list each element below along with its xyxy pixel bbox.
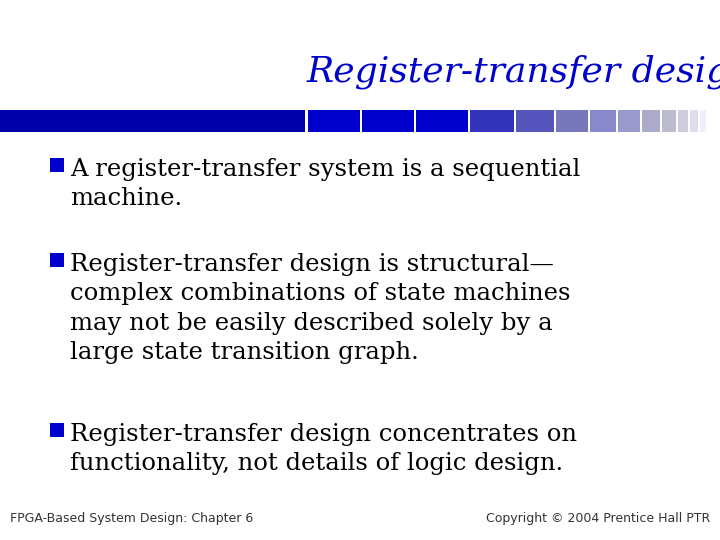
Bar <box>642 110 660 132</box>
Bar <box>470 110 514 132</box>
Bar <box>640 110 642 132</box>
Bar <box>50 423 64 437</box>
Bar <box>360 110 362 132</box>
Bar <box>660 110 662 132</box>
Text: FPGA-Based System Design: Chapter 6: FPGA-Based System Design: Chapter 6 <box>10 512 253 525</box>
Bar <box>698 110 700 132</box>
Bar <box>588 110 590 132</box>
Bar <box>554 110 556 132</box>
Text: Register-transfer design concentrates on
functionality, not details of logic des: Register-transfer design concentrates on… <box>70 423 577 475</box>
Bar <box>662 110 676 132</box>
Bar <box>618 110 640 132</box>
Bar <box>308 110 360 132</box>
Bar <box>416 110 468 132</box>
Bar <box>414 110 416 132</box>
Bar <box>50 158 64 172</box>
Bar <box>678 110 688 132</box>
Bar <box>0 110 305 132</box>
Bar <box>688 110 690 132</box>
Bar <box>676 110 678 132</box>
Text: Register-transfer design is structural—
complex combinations of state machines
m: Register-transfer design is structural— … <box>70 253 570 364</box>
Text: A register-transfer system is a sequential
machine.: A register-transfer system is a sequenti… <box>70 158 580 210</box>
Bar <box>556 110 588 132</box>
Text: Register-transfer design: Register-transfer design <box>307 55 720 89</box>
Bar <box>590 110 616 132</box>
Bar <box>616 110 618 132</box>
Bar <box>514 110 516 132</box>
Bar <box>700 110 706 132</box>
Bar <box>690 110 698 132</box>
Bar <box>516 110 554 132</box>
Bar <box>306 110 308 132</box>
Bar <box>50 253 64 267</box>
Text: Copyright © 2004 Prentice Hall PTR: Copyright © 2004 Prentice Hall PTR <box>486 512 710 525</box>
Bar <box>362 110 414 132</box>
Bar <box>468 110 470 132</box>
